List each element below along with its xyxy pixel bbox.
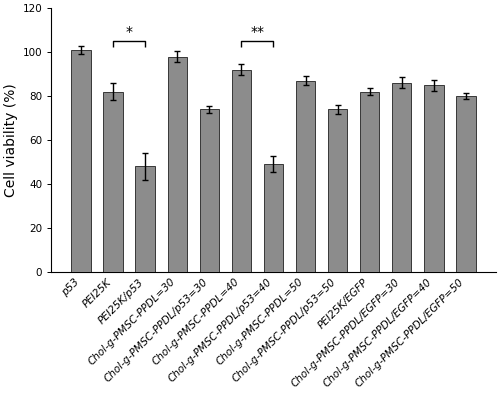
Y-axis label: Cell viability (%): Cell viability (%) [4, 83, 18, 197]
Bar [168, 57, 187, 272]
Bar [200, 109, 219, 272]
Text: *: * [126, 26, 132, 39]
Text: **: ** [250, 26, 264, 39]
Bar [264, 164, 283, 272]
Bar [72, 50, 90, 272]
Bar [232, 70, 251, 272]
Bar [456, 96, 475, 272]
Bar [328, 109, 347, 272]
Bar [360, 92, 380, 272]
Bar [296, 81, 315, 272]
Bar [136, 166, 155, 272]
Bar [104, 92, 122, 272]
Bar [392, 83, 411, 272]
Bar [424, 85, 444, 272]
